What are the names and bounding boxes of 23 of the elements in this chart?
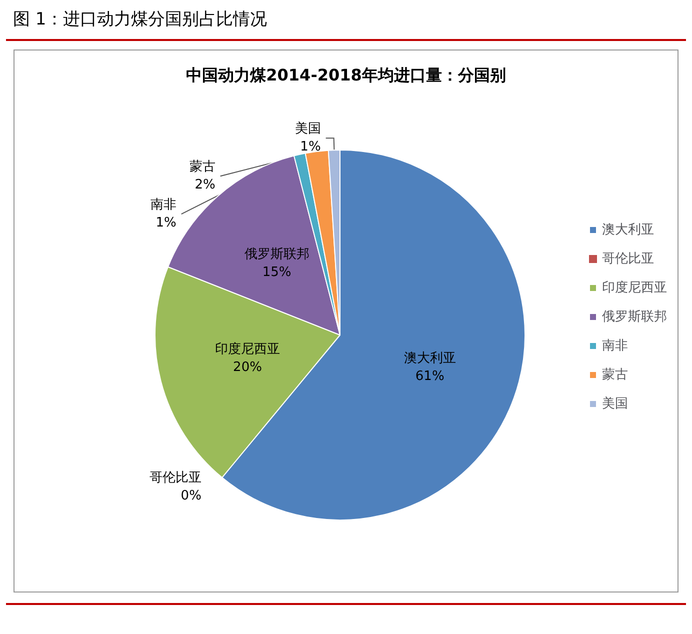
chart-title: 图 1：进口动力煤分国别占比情况 [13, 10, 268, 30]
slice-label: 蒙古 [189, 160, 216, 175]
legend-label: 蒙古 [602, 368, 628, 382]
legend-label: 美国 [602, 396, 628, 412]
data-label: 20% [233, 360, 262, 376]
chart-subtitle: 中国动力煤2014-2018年均进口量：分国别 [186, 66, 506, 84]
slice-label: 美国 [294, 120, 321, 137]
data-label: 1% [156, 216, 176, 231]
legend-label: 澳大利亚 [602, 222, 654, 238]
legend-label: 南非 [602, 338, 628, 354]
slice-label: 澳大利亚 [404, 350, 456, 366]
category-label: 哥伦比亚 [149, 470, 202, 486]
text: 0% [180, 488, 202, 504]
legend-label: 印度尼西亚 [602, 280, 667, 296]
data-label: 1% [300, 140, 321, 155]
data-label: 61% [415, 368, 444, 384]
data-label: 2% [194, 178, 216, 193]
slice-label: 南非 [150, 198, 176, 213]
legend-label: 俄罗斯联邦 [602, 310, 667, 324]
slice-label: 俄罗斯联邦 [244, 246, 310, 262]
slice-label: 印度尼西亚 [215, 341, 280, 358]
legend-label: 哥伦比亚 [602, 252, 654, 266]
data-label: 15% [262, 264, 292, 280]
